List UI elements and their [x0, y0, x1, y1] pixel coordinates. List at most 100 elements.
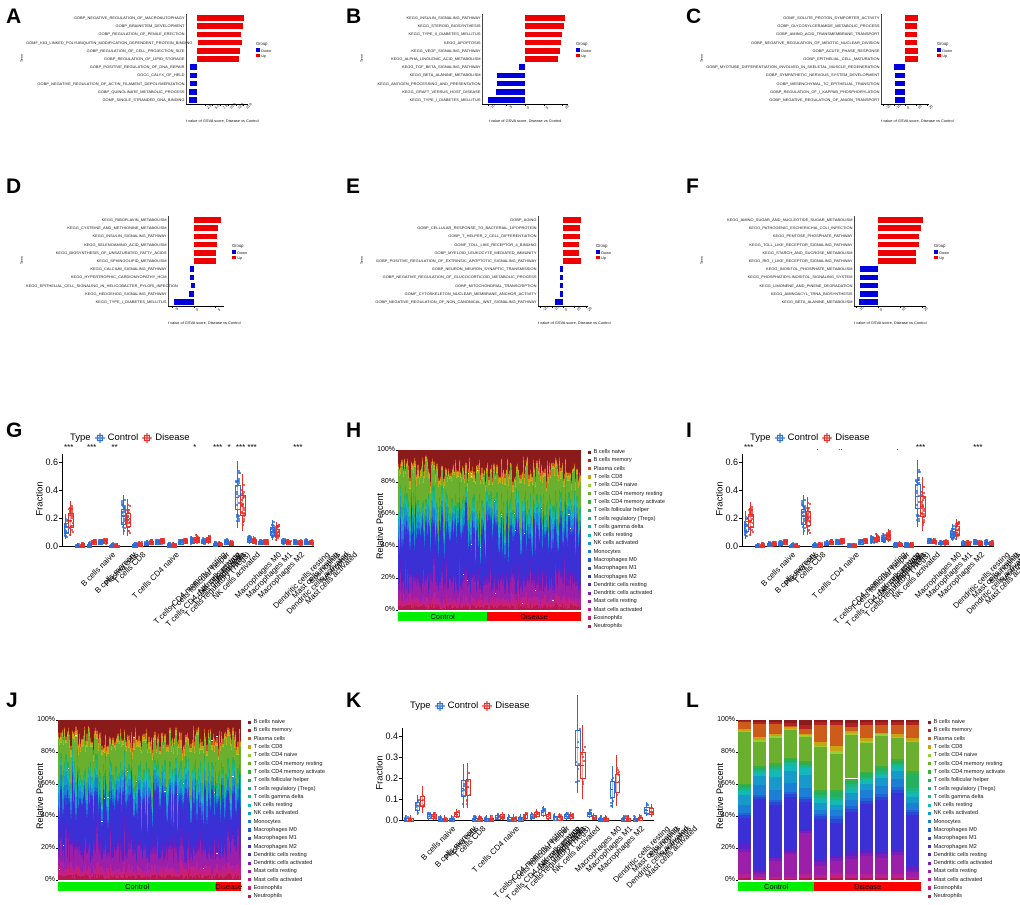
gsva-term-label: KEGG_SELENOAMINO_ACID_METABOLISM	[26, 243, 168, 247]
gsva-bar-up	[878, 225, 921, 231]
gsva-bar-up	[525, 56, 558, 62]
boxplot-point	[578, 780, 580, 782]
gsva-x-tick-label: 0	[906, 105, 910, 109]
boxplot-point	[773, 541, 775, 543]
gsva-term-label: KEGG_RIG_I_LIKE_RECEPTOR_SIGNALING_PATHW…	[706, 259, 854, 263]
gsva-bar-down	[497, 73, 525, 79]
gsva-bar-up	[197, 56, 239, 62]
gsva-x-tick-label: 20	[587, 306, 593, 312]
gsva-bar-track	[186, 55, 248, 63]
gsva-bar-down	[560, 266, 563, 272]
panel-label-b: B	[346, 6, 361, 27]
boxplot-y-tick-label: 0.0	[32, 541, 58, 551]
boxplot-point	[468, 772, 470, 774]
gsva-term-label: GOBP_REGULATION_OF_LIPID_STORAGE	[26, 57, 186, 61]
gsva-bar-up	[563, 234, 580, 240]
boxplot-point	[802, 504, 804, 506]
gsva-bar-track	[168, 249, 224, 257]
gsva-row: GOBP_CELLULAR_RESPONSE_TO_BACTERIAL_LIPO…	[366, 224, 588, 232]
gsva-bar-track	[482, 14, 568, 22]
gsva-x-tick-label: 20	[923, 306, 929, 312]
gsva-row: GOMF_K63_LINKED_POLYUBIQUITIN_MODIFICATI…	[26, 39, 248, 47]
gsva-row: KEGG_RIG_I_LIKE_RECEPTOR_SIGNALING_PATHW…	[706, 257, 926, 265]
boxplot-point	[440, 819, 442, 821]
gsva-row: KEGG_BIOSYNTHESIS_OF_UNSATURATED_FATTY_A…	[26, 249, 224, 257]
boxplot-point	[66, 526, 68, 528]
boxplot-point	[146, 543, 148, 545]
boxplot-point	[749, 534, 751, 536]
boxplot-point	[72, 531, 74, 533]
gsva-bar-track	[168, 265, 224, 273]
gsva-legend: Group Down Up	[934, 243, 949, 260]
gsva-bar-down	[189, 89, 196, 95]
gsva-bar-down	[189, 291, 194, 297]
boxplot-point	[128, 522, 130, 524]
gsva-term-label: GOMF_SINGLE_STRANDED_DNA_BINDING	[26, 98, 186, 102]
gsva-row: KEGG_HYPERTROPHIC_CARDIOMYOPATHY_HCM	[26, 273, 224, 281]
boxplot-significance: ***	[914, 445, 928, 451]
boxplot-point	[751, 508, 753, 510]
boxplot-point	[236, 514, 238, 516]
gsva-bar-track	[168, 224, 224, 232]
boxplot-point	[579, 728, 581, 730]
boxplot-point	[305, 543, 307, 545]
boxplot-point	[456, 815, 458, 817]
gsva-bar-track	[168, 257, 224, 265]
boxplot-point	[809, 503, 811, 505]
gsva-bar-track	[854, 249, 926, 257]
gsva-row: GOBP_REGULATION_OF_CELL_PROJECTION_SIZE	[26, 47, 248, 55]
gsva-bar-track	[881, 30, 929, 38]
gsva-bar-up	[525, 15, 565, 21]
gsva-term-label: KEGG_HEDGEHOG_SIGNALING_PATHWAY	[26, 292, 168, 296]
gsva-bar-up	[194, 225, 218, 231]
boxplot-point	[581, 753, 583, 755]
boxplot-point	[243, 515, 245, 517]
boxplot-significance: ***	[291, 445, 305, 451]
gsva-row: KEGG_CYSTEINE_AND_METHIONINE_METABOLISM	[26, 224, 224, 232]
gsva-x-tick	[172, 306, 173, 308]
boxplot-point	[535, 816, 537, 818]
boxplot-point	[294, 542, 296, 544]
gsva-x-tick	[212, 104, 213, 106]
gsva-bar-track	[854, 216, 926, 224]
gsva-bar-track	[881, 14, 929, 22]
boxplot-point	[807, 525, 809, 527]
gsva-bar-down	[519, 64, 525, 70]
gsva-row: GOBP_REGULATION_OF_LIPID_STORAGE	[26, 55, 248, 63]
gsva-term-label: KEGG_BETA_ALANINE_METABOLISM	[366, 73, 482, 77]
boxplot-point	[272, 528, 274, 530]
boxplot-point	[497, 814, 499, 816]
gsva-y-axis-title: Term	[20, 54, 24, 62]
gsva-term-label: KEGG_VEGF_SIGNALING_PATHWAY	[366, 49, 482, 53]
gsva-x-tick-label: 0	[879, 307, 883, 311]
gsva-row: GOBP_REGULATION_OF_I_KAPPAB_PHOSPHORYLAT…	[706, 88, 929, 96]
gsva-bar-up	[525, 23, 564, 29]
gsva-bar-track	[482, 22, 568, 30]
gsva-row: GOMF_SINGLE_STRANDED_DNA_BINDING	[26, 96, 248, 104]
boxplot-median	[610, 789, 613, 790]
boxplot-point	[618, 771, 620, 773]
gsva-bar-up	[878, 234, 919, 240]
boxplot-point	[243, 484, 245, 486]
gsva-rows: GOBP_NEGATIVE_REGULATION_OF_MACROAUTOPHA…	[26, 14, 248, 104]
gsva-row: GOBP_GLYCOSYLCERAMIDE_METABOLIC_PROCESS	[706, 22, 929, 30]
boxplot-point	[566, 813, 568, 815]
boxplot-point	[956, 534, 958, 536]
boxplot-point	[429, 812, 431, 814]
boxplot-y-tick	[59, 518, 62, 519]
boxplot-point	[889, 533, 891, 535]
gsva-legend-label-up: Up	[601, 255, 606, 260]
gsva-term-label: GOBP_MYELOID_LEUKOCYTE_MEDIATED_IMMUNITY	[366, 251, 538, 255]
gsva-bar-down	[496, 89, 525, 95]
boxplot-point	[763, 544, 765, 546]
gsva-x-tick	[243, 104, 244, 106]
gsva-panel-e: GOBP_AGING GOBP_CELLULAR_RESPONSE_TO_BACT…	[366, 216, 676, 346]
gsva-x-tick-label: 20	[928, 104, 934, 110]
panel-label-d: D	[6, 176, 21, 197]
gsva-bar-down	[190, 275, 194, 281]
boxplot-y-tick	[739, 546, 742, 547]
gsva-row: KEGG_TYPE_II_DIABETES_MELLITUS	[366, 30, 568, 38]
gsva-y-axis-title: Term	[360, 54, 364, 62]
gsva-row: GOBP_MESENCHYMAL_TO_EPITHELIAL_TRANSITIO…	[706, 80, 929, 88]
gsva-row: GOBP_NEGATIVE_REGULATION_OF_MACROAUTOPHA…	[26, 14, 248, 22]
